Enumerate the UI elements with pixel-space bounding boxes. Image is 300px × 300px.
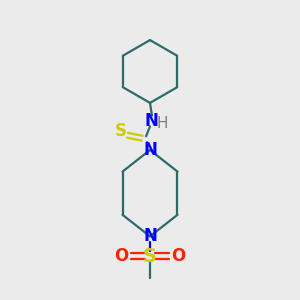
Text: O: O (114, 247, 129, 265)
Text: H: H (156, 116, 167, 131)
Text: N: N (143, 141, 157, 159)
Text: N: N (143, 227, 157, 245)
Text: N: N (144, 112, 158, 130)
Text: S: S (143, 247, 157, 266)
Text: S: S (115, 122, 127, 140)
Text: O: O (171, 247, 186, 265)
